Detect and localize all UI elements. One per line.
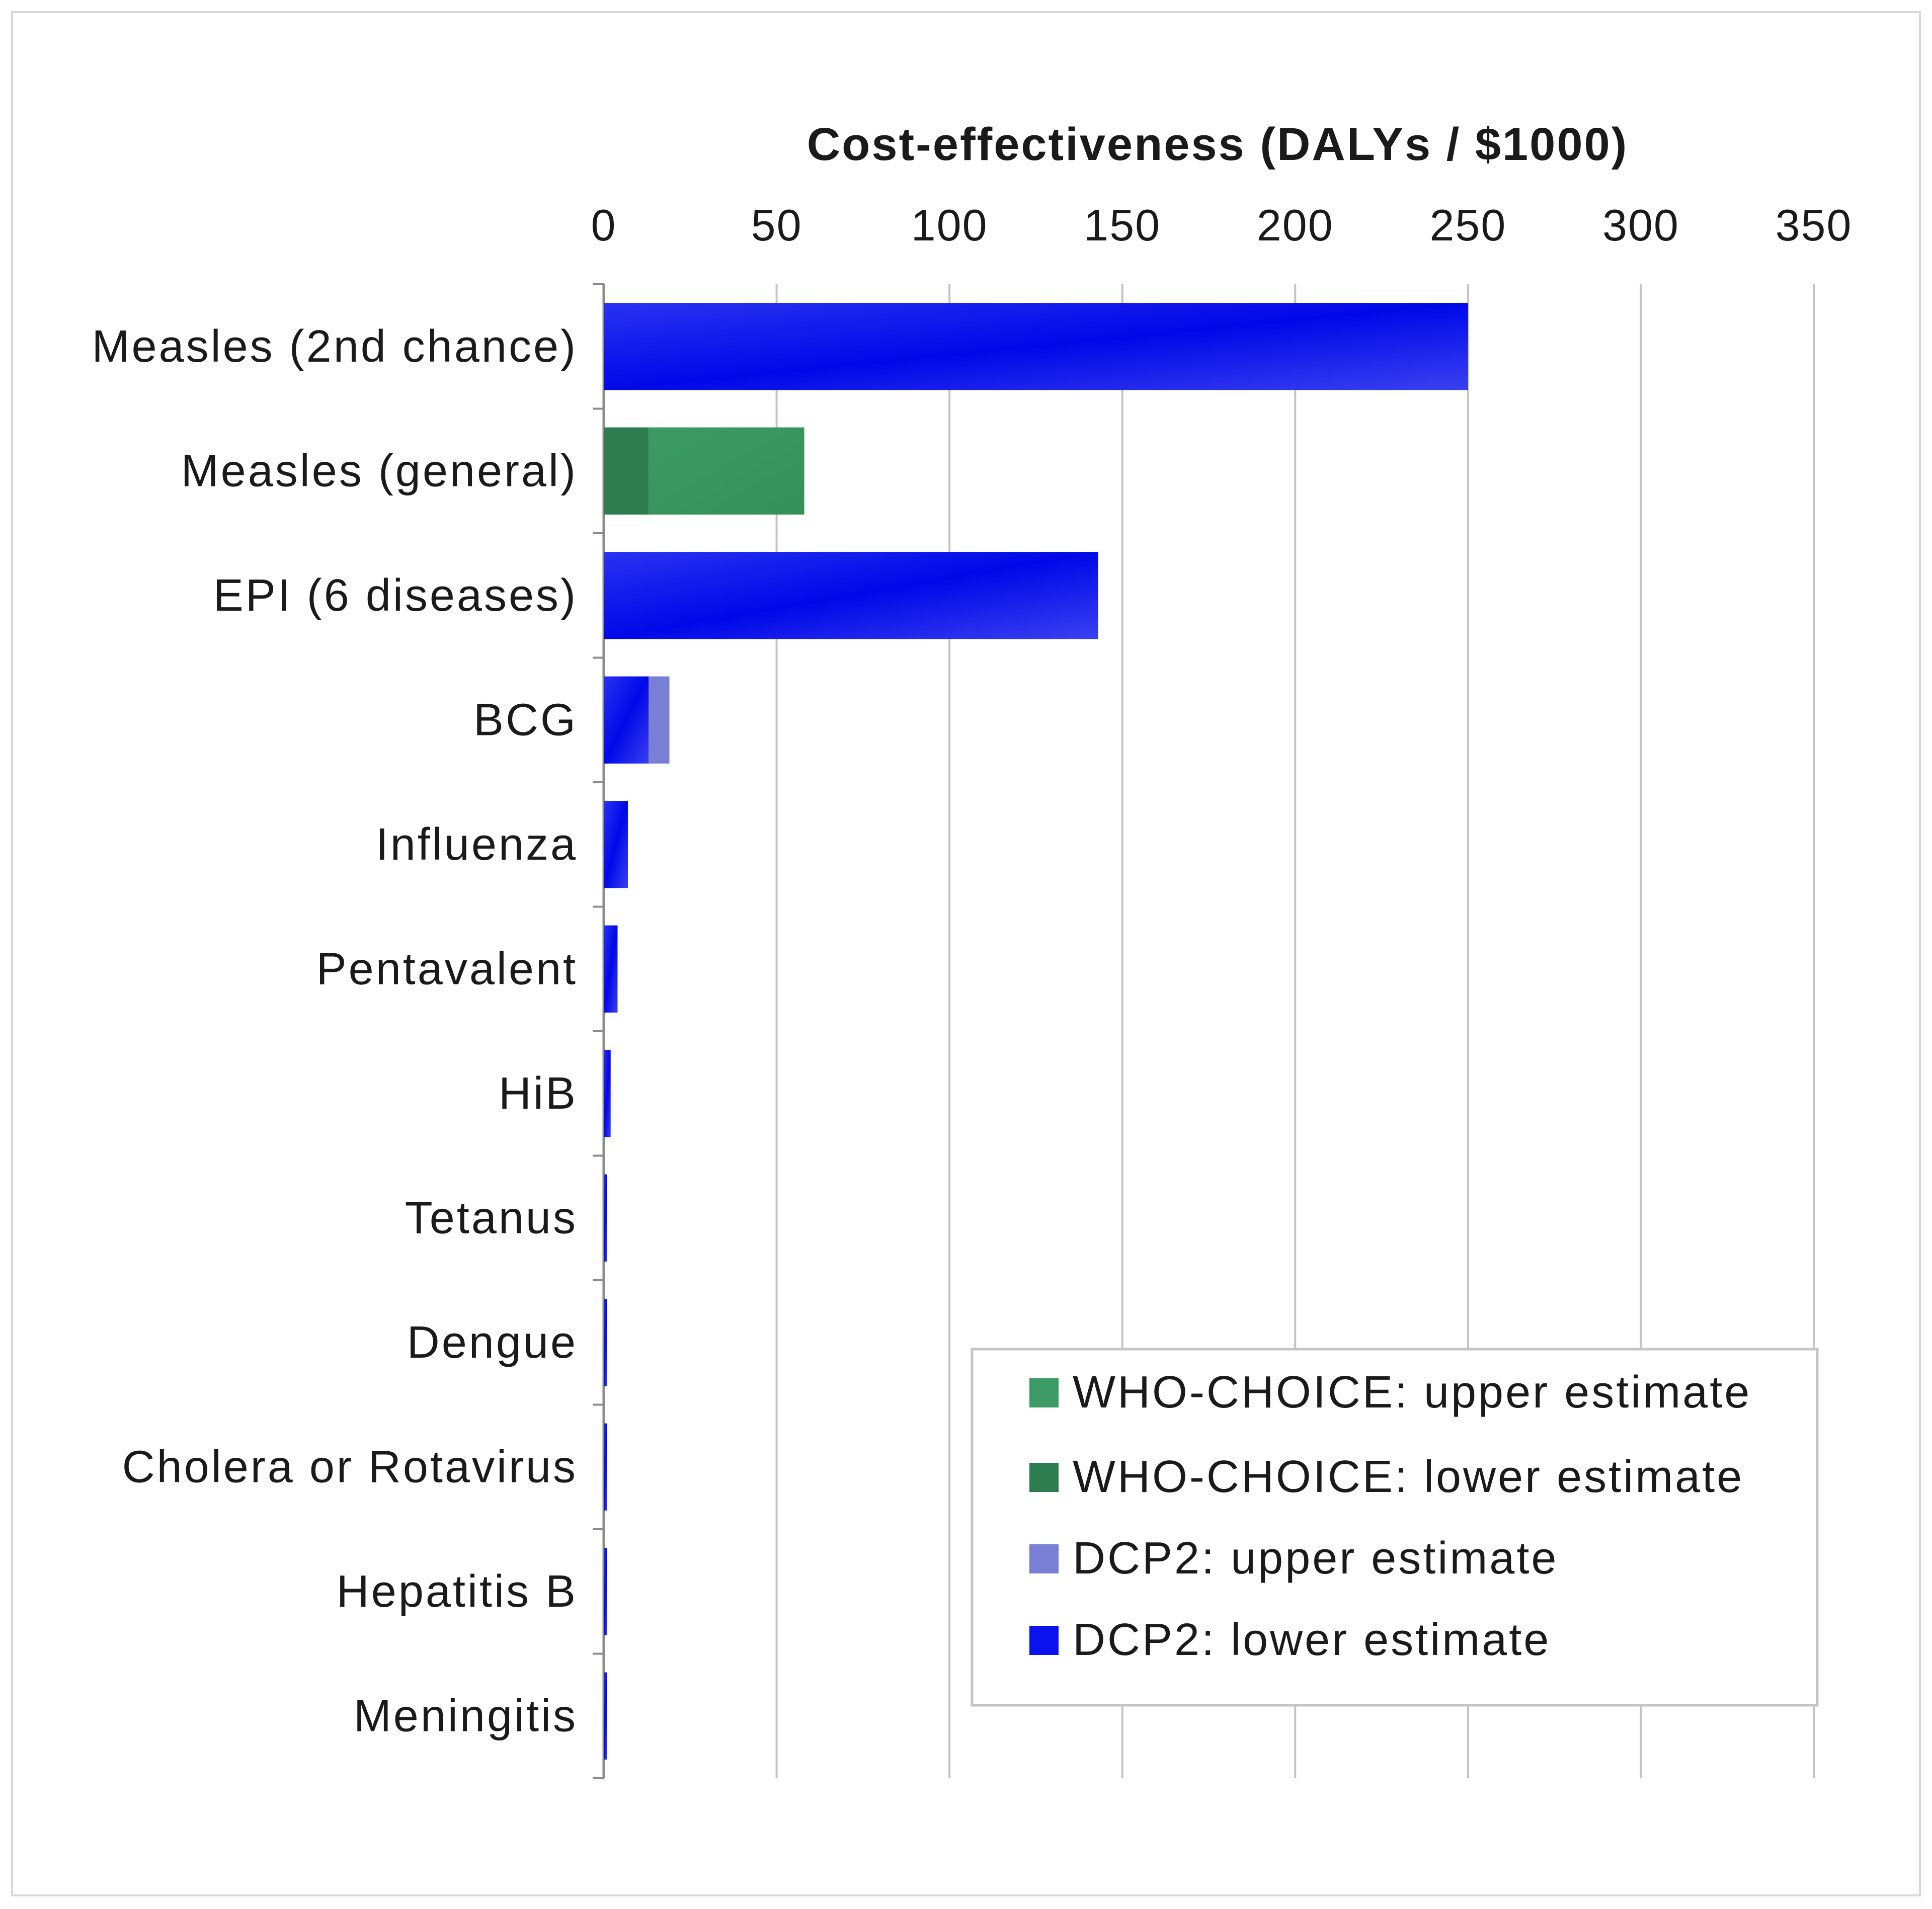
bar-5-series-0 (604, 925, 618, 1013)
legend-swatch-1 (1029, 1463, 1059, 1492)
bar-0-series-0 (604, 303, 1468, 390)
category-label-3: BCG (473, 695, 578, 745)
category-label-1: Measles (general) (181, 446, 578, 496)
bar-8-series-0 (604, 1299, 607, 1386)
chart-title: Cost-effectiveness (DALYs / $1000) (807, 119, 1629, 170)
x-tick-label-200: 200 (1257, 200, 1334, 250)
legend-swatch-3 (1029, 1626, 1059, 1655)
category-label-8: Dengue (407, 1317, 578, 1368)
category-label-9: Cholera or Rotavirus (122, 1442, 578, 1492)
bar-2-series-0 (604, 552, 1098, 639)
labels: Cost-effectiveness (DALYs / $1000) 0 50 10… (92, 119, 1853, 1741)
legend-label-2: DCP2: upper estimate (1073, 1533, 1558, 1584)
bar-1-series-2 (604, 427, 649, 515)
category-label-6: HiB (499, 1068, 578, 1119)
x-tick-label-150: 150 (1084, 200, 1161, 250)
bar-11-series-0 (604, 1672, 607, 1760)
category-label-7: Tetanus (405, 1193, 578, 1243)
bars (604, 303, 1468, 1760)
x-tick-label-0: 0 (591, 200, 617, 250)
legend-label-1: WHO-CHOICE: lower estimate (1073, 1452, 1744, 1502)
legend: WHO-CHOICE: upper estimate WHO-CHOICE: lo… (971, 1348, 1819, 1707)
legend-label-0: WHO-CHOICE: upper estimate (1073, 1367, 1751, 1418)
bar-10-series-0 (604, 1548, 607, 1635)
x-tick-label-300: 300 (1602, 200, 1679, 250)
x-tick-label-350: 350 (1776, 200, 1853, 250)
axes (593, 283, 605, 1779)
bar-3-series-1 (649, 676, 670, 764)
category-label-0: Measles (2nd chance) (92, 321, 578, 372)
category-label-5: Pentavalent (316, 944, 578, 994)
x-tick-label-250: 250 (1429, 200, 1506, 250)
category-label-4: Influenza (376, 819, 578, 870)
legend-box (971, 1348, 1819, 1707)
bar-4-series-0 (604, 801, 628, 888)
bar-1-series-3 (649, 427, 804, 515)
legend-label-3: DCP2: lower estimate (1073, 1615, 1551, 1665)
legend-swatch-0 (1029, 1378, 1059, 1407)
legend-swatch-2 (1029, 1544, 1059, 1573)
category-label-11: Meningitis (354, 1691, 578, 1741)
x-tick-label-50: 50 (751, 200, 802, 250)
category-label-2: EPI (6 diseases) (213, 570, 578, 621)
bar-3-series-0 (604, 676, 649, 764)
category-label-10: Hepatitis B (337, 1566, 578, 1617)
x-tick-label-100: 100 (911, 200, 988, 250)
bar-7-series-0 (604, 1174, 607, 1262)
bar-6-series-0 (604, 1050, 611, 1137)
bar-9-series-0 (604, 1423, 607, 1511)
